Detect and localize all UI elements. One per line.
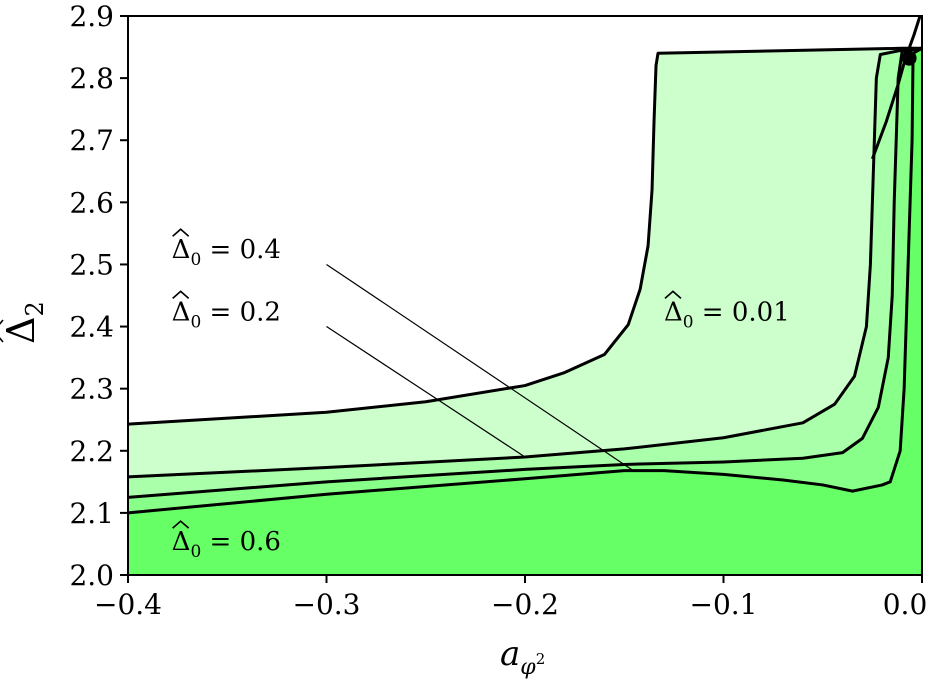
boundary-line-1 [127, 46, 923, 479]
y-tick-label: 2.6 [69, 186, 114, 219]
y-tick-label: 2.2 [69, 435, 114, 468]
y-tick-label: 2.4 [69, 311, 114, 344]
pointer-line-0 [326, 263, 635, 472]
annotation-1: Δ0 = 0.2 [172, 290, 281, 332]
boundary-line-2 [127, 46, 923, 499]
area-3 [128, 48, 922, 576]
y-tick-label: 2.5 [69, 248, 114, 281]
annotation-label: Δ0 = 0.4 [172, 235, 281, 270]
hat-mark [664, 290, 682, 299]
y-tick-label: 2.3 [69, 373, 114, 406]
x-tick-label: −0.2 [491, 588, 559, 621]
y-tick-label: 2.1 [69, 497, 114, 530]
marker-point [901, 50, 917, 66]
x-axis-title: aφ2 [500, 634, 545, 680]
y-tick-label: 2.8 [69, 62, 114, 95]
hat-mark [172, 290, 190, 299]
x-axis-ticks: −0.4 −0.3 −0.2 −0.1 0.0 [94, 575, 927, 621]
extra-curve-layer [870, 15, 922, 160]
hat-mark [172, 520, 190, 529]
boundary-line-3 [127, 46, 923, 515]
area-1 [128, 48, 922, 576]
x-tick-label: 0.0 [883, 588, 928, 621]
annotation-3: Δ0 = 0.6 [172, 520, 281, 562]
x-axis-label: aφ2 [500, 634, 545, 680]
pointer-lines [326, 263, 635, 472]
hat-mark [172, 228, 190, 237]
svg-text:Δ2: Δ2 [0, 301, 49, 344]
x-tick-label: −0.4 [94, 588, 162, 621]
extra-curve [870, 15, 922, 160]
y-tick-label: 2.0 [69, 559, 114, 592]
boundary-lines [127, 46, 923, 515]
pointer-line-1 [326, 326, 526, 458]
y-tick-label: 2.9 [69, 0, 114, 33]
annotation-label: Δ0 = 0.2 [172, 297, 281, 332]
y-tick-label: 2.7 [69, 124, 114, 157]
y-axis-ticks: 2.0 2.1 2.2 2.3 2.4 2.5 2.6 2.7 2.8 2.9 [69, 0, 128, 592]
x-tick-label: −0.1 [690, 588, 758, 621]
y-axis-label: Δ2 [0, 301, 49, 344]
x-tick-label: −0.3 [293, 588, 361, 621]
boundary-line-0 [127, 46, 922, 426]
annotation-label: Δ0 = 0.6 [172, 527, 281, 562]
annotation-0: Δ0 = 0.4 [172, 228, 281, 270]
y-axis-title: Δ2 [0, 301, 49, 344]
